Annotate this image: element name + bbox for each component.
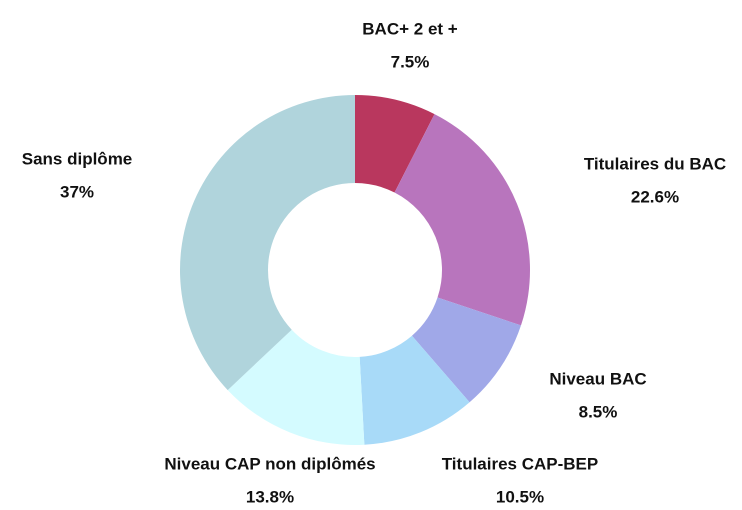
- slice-label: Titulaires du BAC: [584, 154, 726, 173]
- donut-slice: [227, 329, 365, 445]
- slice-value-label: 8.5%: [579, 402, 618, 421]
- donut-slice: [359, 335, 470, 445]
- slice-value-label: 13.8%: [246, 487, 294, 506]
- donut-slice: [394, 114, 530, 326]
- slice-value-label: 10.5%: [496, 487, 544, 506]
- donut-slice: [180, 95, 355, 391]
- donut-slice: [411, 297, 521, 403]
- slice-label: Niveau CAP non diplômés: [164, 454, 375, 473]
- slice-value-label: 37%: [60, 182, 94, 201]
- donut-slice: [355, 95, 435, 193]
- slice-label: BAC+ 2 et +: [362, 19, 457, 38]
- slice-value-label: 7.5%: [391, 52, 430, 71]
- slice-label: Sans diplôme: [22, 149, 133, 168]
- slice-label: Titulaires CAP-BEP: [442, 454, 599, 473]
- slice-value-label: 22.6%: [631, 187, 679, 206]
- slice-label: Niveau BAC: [549, 369, 646, 388]
